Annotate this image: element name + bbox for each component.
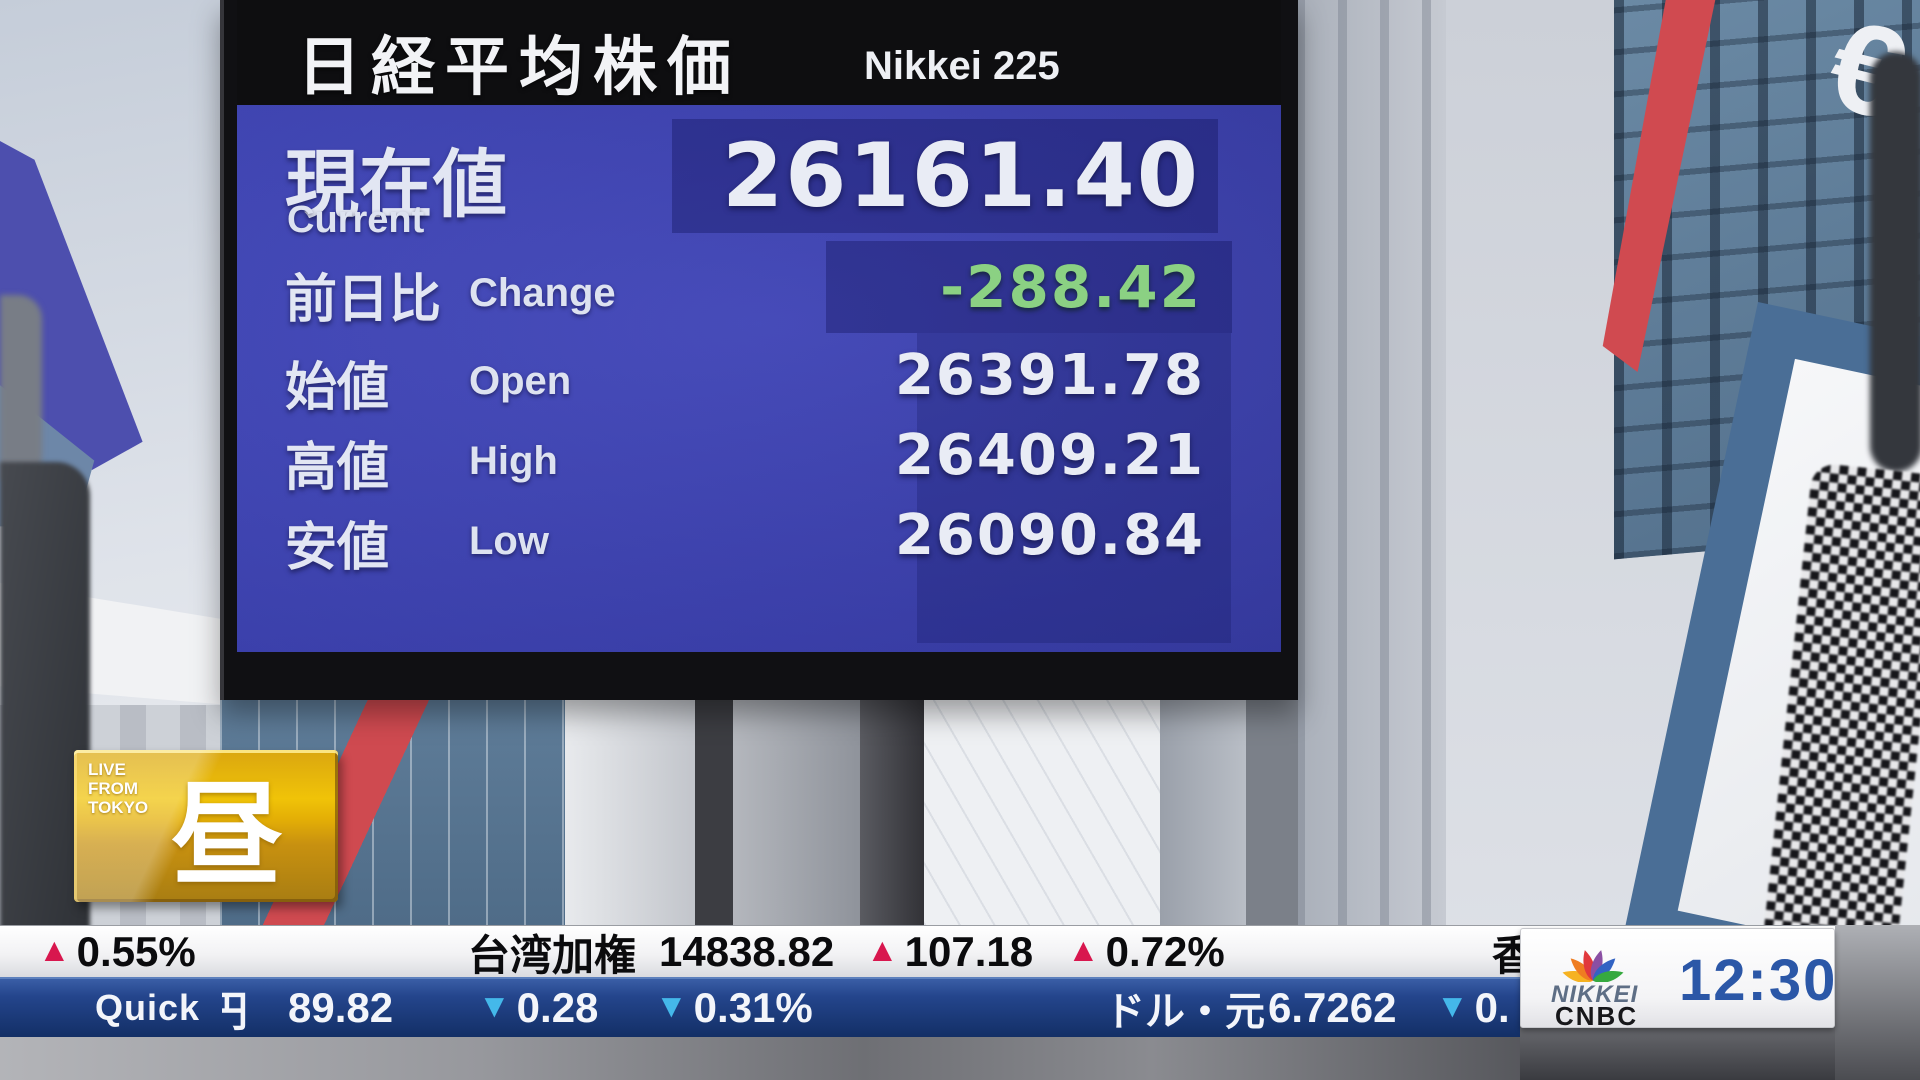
station-logo-panel: NIKKEI CNBC 12:30 [1520, 928, 1838, 1031]
current-value-box: 26161.40 [672, 119, 1218, 233]
quote-board-screen: 日経平均株価 Nikkei 225 現在値 Current 26161.40 前… [237, 0, 1281, 652]
noon-kanji: 昼 [171, 772, 284, 898]
change-value-box: -288.42 [826, 241, 1232, 333]
change-label-en: Change [469, 271, 616, 315]
change-value: -288.42 [940, 253, 1202, 321]
corner-gray-block [1835, 925, 1920, 1080]
person-right-shadow [1870, 52, 1920, 472]
screen-shade [237, 105, 1281, 652]
usdcny-name: ドル・元 [1105, 990, 1265, 1034]
change-label-jp: 前日比 [285, 271, 442, 329]
taiex-change-pct: ▲ 0.72% [1067, 928, 1225, 975]
taiex-change: ▲ 107.18 [866, 928, 1034, 975]
high-label-en: High [469, 439, 558, 483]
high-value: 26409.21 [894, 423, 1205, 488]
person-left-arm [0, 295, 42, 480]
quick-provider-logo: Quick [95, 987, 201, 1028]
down-triangle-icon: ▼ [655, 987, 688, 1024]
live-caption: LIVE FROM TOKYO [88, 760, 149, 817]
open-value: 26391.78 [894, 343, 1205, 408]
down-triangle-icon: ▼ [1436, 987, 1469, 1024]
usdcny-last: 6.7262 [1268, 984, 1397, 1031]
ohl-panel [917, 333, 1231, 643]
board-title-en: Nikkei 225 [864, 44, 1060, 88]
down-triangle-icon: ▼ [478, 987, 511, 1024]
monitor-bezel-edge [220, 0, 224, 700]
low-value: 26090.84 [894, 503, 1205, 568]
audjpy-change: ▼ 0.28 [478, 984, 599, 1031]
wall-pillars [1296, 0, 1446, 940]
usdcny-change-partial: ▼ 0. [1436, 984, 1510, 1031]
current-label-jp: 現在値 [285, 143, 507, 226]
brand-nikkei: NIKKEI [1551, 981, 1639, 1008]
studio-monitor: 日経平均株価 Nikkei 225 現在値 Current 26161.40 前… [220, 0, 1298, 700]
high-label-jp: 高値 [285, 439, 390, 497]
audjpy-name-partial: 円 [222, 987, 249, 1035]
badge-gloss [74, 750, 338, 902]
current-label-en: Current [287, 199, 425, 241]
low-label-en: Low [469, 519, 549, 563]
live-from-tokyo-badge: LIVE FROM TOKYO 昼 [74, 750, 338, 902]
taiex-last: 14838.82 [659, 928, 835, 975]
ticker-item-lead: ▲ 0.55% [38, 926, 196, 978]
next-item-partial: 香 [1492, 931, 1524, 979]
low-label-jp: 安値 [285, 519, 390, 577]
board-header: 日経平均株価 Nikkei 225 [237, 0, 1281, 105]
audjpy-last: 89.82 [288, 984, 394, 1031]
current-value: 26161.40 [721, 124, 1200, 227]
below-logo-panel-shadow [1520, 1024, 1835, 1080]
up-triangle-icon: ▲ [866, 931, 899, 968]
taiex-name: 台湾加権 [468, 931, 637, 979]
board-title-jp: 日経平均株価 [297, 31, 741, 103]
board-body: 現在値 Current 26161.40 前日比 Change -288.42 … [237, 105, 1281, 652]
audjpy-change-pct: ▼ 0.31% [655, 984, 813, 1031]
nbc-peacock-icon [1562, 950, 1624, 982]
brand-cnbc: CNBC [1555, 1001, 1639, 1031]
up-triangle-icon: ▲ [38, 931, 71, 968]
open-label-jp: 始値 [285, 359, 390, 417]
lead-change-pct: 0.55% [76, 928, 196, 975]
open-label-en: Open [469, 359, 572, 403]
studio-wall-right: € [1296, 0, 1920, 1080]
broadcast-clock: 12:30 [1679, 948, 1838, 1013]
up-triangle-icon: ▲ [1067, 931, 1100, 968]
